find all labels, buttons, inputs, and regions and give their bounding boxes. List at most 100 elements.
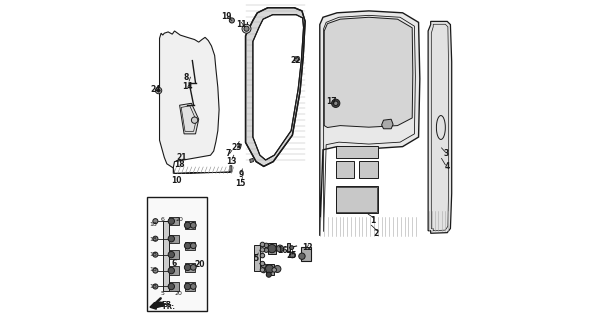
Circle shape xyxy=(185,222,191,228)
Text: 8: 8 xyxy=(184,73,189,82)
Circle shape xyxy=(334,101,338,106)
Polygon shape xyxy=(382,119,393,129)
Bar xyxy=(301,247,311,261)
Circle shape xyxy=(272,268,276,272)
Text: 12: 12 xyxy=(303,243,313,252)
Bar xyxy=(185,242,195,250)
Circle shape xyxy=(168,252,175,258)
Bar xyxy=(169,282,179,291)
Polygon shape xyxy=(294,57,300,62)
Circle shape xyxy=(290,246,294,250)
Circle shape xyxy=(168,268,175,274)
Bar xyxy=(185,282,195,291)
Circle shape xyxy=(191,222,196,228)
Circle shape xyxy=(157,89,160,92)
Circle shape xyxy=(276,245,283,252)
Polygon shape xyxy=(320,11,420,236)
Bar xyxy=(163,220,169,291)
Circle shape xyxy=(261,264,266,268)
Circle shape xyxy=(191,117,198,123)
Circle shape xyxy=(266,265,273,273)
Circle shape xyxy=(153,219,158,224)
Bar xyxy=(336,187,377,212)
Text: 23: 23 xyxy=(231,143,242,152)
Circle shape xyxy=(260,242,265,247)
Circle shape xyxy=(153,284,158,289)
Bar xyxy=(169,251,179,259)
Polygon shape xyxy=(238,144,241,148)
Bar xyxy=(185,263,195,271)
Circle shape xyxy=(168,236,175,242)
Circle shape xyxy=(299,253,305,260)
Text: 18: 18 xyxy=(149,284,157,289)
FancyArrow shape xyxy=(150,302,163,309)
Text: 16: 16 xyxy=(277,246,287,255)
Circle shape xyxy=(260,248,265,252)
Circle shape xyxy=(230,18,234,23)
Polygon shape xyxy=(160,31,219,168)
Text: 24: 24 xyxy=(150,85,161,94)
Circle shape xyxy=(264,248,269,252)
Circle shape xyxy=(153,268,158,273)
Circle shape xyxy=(153,252,158,257)
Circle shape xyxy=(155,87,162,94)
Circle shape xyxy=(242,24,251,33)
Circle shape xyxy=(264,243,269,248)
Text: 7: 7 xyxy=(226,149,231,158)
Bar xyxy=(266,264,273,275)
Circle shape xyxy=(260,261,265,266)
Circle shape xyxy=(185,264,191,270)
Bar xyxy=(336,146,378,158)
Text: 6: 6 xyxy=(161,217,164,222)
Circle shape xyxy=(191,284,196,289)
Text: 5: 5 xyxy=(161,291,164,296)
Bar xyxy=(359,161,378,178)
Text: 19: 19 xyxy=(221,12,231,21)
Text: 20: 20 xyxy=(194,260,205,269)
Text: 10: 10 xyxy=(171,176,181,185)
Bar xyxy=(336,187,378,212)
Circle shape xyxy=(185,283,191,290)
Text: 4: 4 xyxy=(445,162,450,171)
Text: 15: 15 xyxy=(236,180,246,188)
Polygon shape xyxy=(250,158,253,163)
Circle shape xyxy=(268,244,276,253)
Text: 18: 18 xyxy=(149,252,157,257)
Bar xyxy=(268,243,276,254)
Circle shape xyxy=(266,272,272,277)
Text: 17: 17 xyxy=(326,97,337,106)
Bar xyxy=(169,235,179,243)
Bar xyxy=(169,267,179,275)
Text: 3: 3 xyxy=(444,149,449,158)
Text: 20: 20 xyxy=(175,291,183,296)
Circle shape xyxy=(191,265,196,270)
Circle shape xyxy=(331,99,340,108)
Text: 5: 5 xyxy=(253,254,259,263)
Polygon shape xyxy=(324,17,413,127)
Text: 18: 18 xyxy=(174,160,185,169)
Text: 18: 18 xyxy=(149,222,157,227)
Text: FR.: FR. xyxy=(162,301,175,307)
Bar xyxy=(287,244,289,252)
Circle shape xyxy=(168,218,175,224)
Bar xyxy=(147,197,207,311)
Circle shape xyxy=(289,252,295,258)
Text: 21: 21 xyxy=(176,153,186,162)
Bar xyxy=(253,245,260,271)
Polygon shape xyxy=(180,103,199,134)
Circle shape xyxy=(261,268,266,273)
Text: 11: 11 xyxy=(236,20,247,29)
Circle shape xyxy=(260,268,265,272)
Polygon shape xyxy=(253,15,303,160)
Polygon shape xyxy=(428,21,452,233)
Text: FR.: FR. xyxy=(163,304,176,309)
Circle shape xyxy=(185,243,191,249)
Text: 2: 2 xyxy=(373,229,379,238)
Circle shape xyxy=(244,26,249,31)
Text: 6: 6 xyxy=(172,259,177,268)
Text: 14: 14 xyxy=(182,82,193,91)
Circle shape xyxy=(168,283,175,290)
Bar xyxy=(169,217,179,225)
Text: 20: 20 xyxy=(175,217,183,222)
Polygon shape xyxy=(245,8,305,166)
